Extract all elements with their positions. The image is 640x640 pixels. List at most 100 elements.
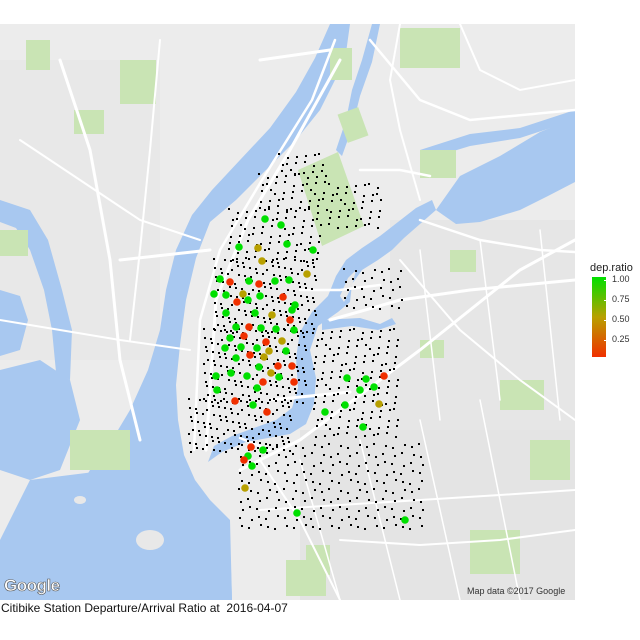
station-ratio-point[interactable]	[235, 243, 243, 251]
station-ratio-point[interactable]	[245, 323, 253, 331]
station-ratio-point[interactable]	[356, 386, 364, 394]
station-ratio-point[interactable]	[253, 384, 261, 392]
station-ratio-point[interactable]	[380, 372, 388, 380]
station-ratio-point[interactable]	[227, 369, 235, 377]
station-ratio-point[interactable]	[321, 408, 329, 416]
station-ratio-point[interactable]	[341, 401, 349, 409]
map-canvas[interactable]	[0, 24, 575, 600]
east-river	[208, 200, 436, 462]
station-ratio-point[interactable]	[237, 343, 245, 351]
station-marker	[252, 437, 254, 439]
station-ratio-point[interactable]	[274, 362, 282, 370]
station-ratio-point[interactable]	[283, 240, 291, 248]
station-ratio-point[interactable]	[240, 332, 248, 340]
station-ratio-point[interactable]	[343, 374, 351, 382]
station-marker	[233, 336, 235, 338]
station-ratio-point[interactable]	[275, 373, 283, 381]
station-ratio-point[interactable]	[271, 277, 279, 285]
google-logo[interactable]: Google	[4, 576, 61, 596]
station-ratio-point[interactable]	[255, 363, 263, 371]
station-marker	[278, 199, 280, 201]
station-ratio-point[interactable]	[240, 456, 248, 464]
station-ratio-point[interactable]	[303, 270, 311, 278]
station-ratio-point[interactable]	[286, 316, 294, 324]
station-ratio-point[interactable]	[221, 344, 229, 352]
station-marker	[235, 349, 237, 351]
station-ratio-point[interactable]	[247, 443, 255, 451]
station-ratio-point[interactable]	[254, 244, 262, 252]
station-ratio-point[interactable]	[262, 338, 270, 346]
station-ratio-point[interactable]	[290, 378, 298, 386]
station-ratio-point[interactable]	[277, 221, 285, 229]
station-marker	[355, 185, 357, 187]
station-ratio-point[interactable]	[253, 344, 261, 352]
station-ratio-point[interactable]	[282, 347, 290, 355]
station-marker	[346, 352, 348, 354]
station-ratio-point[interactable]	[375, 400, 383, 408]
station-ratio-point[interactable]	[268, 311, 276, 319]
station-ratio-point[interactable]	[244, 296, 252, 304]
station-marker	[214, 399, 216, 401]
station-ratio-point[interactable]	[248, 462, 256, 470]
station-ratio-point[interactable]	[233, 298, 241, 306]
station-ratio-point[interactable]	[226, 278, 234, 286]
station-ratio-point[interactable]	[260, 353, 268, 361]
station-ratio-point[interactable]	[226, 334, 234, 342]
station-marker	[191, 420, 193, 422]
station-marker	[248, 293, 250, 295]
map-panel[interactable]	[0, 24, 575, 600]
station-ratio-point[interactable]	[212, 372, 220, 380]
station-ratio-point[interactable]	[309, 246, 317, 254]
station-ratio-point[interactable]	[261, 215, 269, 223]
station-marker	[385, 490, 387, 492]
station-ratio-point[interactable]	[362, 375, 370, 383]
station-ratio-point[interactable]	[257, 324, 265, 332]
station-ratio-point[interactable]	[401, 516, 409, 524]
station-marker	[367, 470, 369, 472]
map-attribution[interactable]: Map data ©2017 Google	[467, 586, 566, 596]
station-ratio-point[interactable]	[278, 337, 286, 345]
station-ratio-point[interactable]	[263, 408, 271, 416]
station-ratio-point[interactable]	[246, 351, 254, 359]
station-marker	[404, 444, 406, 446]
station-ratio-point[interactable]	[210, 290, 218, 298]
station-ratio-point[interactable]	[232, 354, 240, 362]
station-ratio-point[interactable]	[241, 484, 249, 492]
station-ratio-point[interactable]	[293, 509, 301, 517]
station-ratio-point[interactable]	[251, 309, 259, 317]
station-ratio-point[interactable]	[279, 293, 287, 301]
station-ratio-point[interactable]	[245, 277, 253, 285]
station-ratio-point[interactable]	[216, 275, 224, 283]
station-marker	[252, 324, 254, 326]
station-ratio-point[interactable]	[265, 347, 273, 355]
station-ratio-point[interactable]	[285, 276, 293, 284]
station-marker	[276, 323, 278, 325]
station-ratio-point[interactable]	[290, 326, 298, 334]
station-marker	[247, 498, 249, 500]
station-ratio-point[interactable]	[288, 362, 296, 370]
station-ratio-point[interactable]	[231, 397, 239, 405]
station-ratio-point[interactable]	[239, 290, 247, 298]
station-marker	[313, 510, 315, 512]
station-ratio-point[interactable]	[259, 446, 267, 454]
station-ratio-point[interactable]	[288, 306, 296, 314]
station-marker	[283, 488, 285, 490]
station-ratio-point[interactable]	[232, 323, 240, 331]
station-ratio-point[interactable]	[255, 280, 263, 288]
station-marker	[283, 449, 285, 451]
station-ratio-point[interactable]	[222, 309, 230, 317]
station-ratio-point[interactable]	[359, 423, 367, 431]
station-ratio-point[interactable]	[370, 383, 378, 391]
station-ratio-point[interactable]	[213, 386, 221, 394]
ratio-points[interactable]	[210, 215, 409, 524]
station-ratio-point[interactable]	[222, 291, 230, 299]
station-ratio-point[interactable]	[267, 369, 275, 377]
station-ratio-point[interactable]	[243, 372, 251, 380]
station-ratio-point[interactable]	[272, 325, 280, 333]
station-ratio-point[interactable]	[256, 292, 264, 300]
station-marker	[329, 428, 331, 430]
station-ratio-point[interactable]	[259, 378, 267, 386]
station-ratio-point[interactable]	[249, 401, 257, 409]
station-ratio-point[interactable]	[258, 257, 266, 265]
station-marker	[370, 417, 372, 419]
